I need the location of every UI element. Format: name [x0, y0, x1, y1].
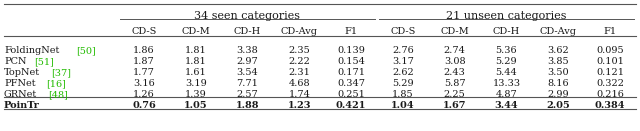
Text: 1.26: 1.26 [133, 90, 155, 99]
Text: 3.16: 3.16 [133, 79, 155, 88]
Text: 2.22: 2.22 [289, 57, 310, 66]
Text: CD-M: CD-M [440, 27, 469, 36]
Text: 0.384: 0.384 [595, 101, 625, 110]
Text: 5.87: 5.87 [444, 79, 465, 88]
Text: 1.81: 1.81 [185, 57, 207, 66]
Text: CD-H: CD-H [234, 27, 261, 36]
Text: 2.62: 2.62 [392, 68, 414, 77]
Text: 1.23: 1.23 [287, 101, 311, 110]
Text: 0.216: 0.216 [596, 90, 624, 99]
Text: [51]: [51] [34, 57, 54, 66]
Text: 5.29: 5.29 [392, 79, 413, 88]
Text: 0.421: 0.421 [336, 101, 366, 110]
Text: 2.05: 2.05 [547, 101, 570, 110]
Text: CD-S: CD-S [390, 27, 415, 36]
Text: 8.16: 8.16 [547, 79, 569, 88]
Text: 3.17: 3.17 [392, 57, 414, 66]
Text: 0.76: 0.76 [132, 101, 156, 110]
Text: 1.67: 1.67 [443, 101, 467, 110]
Text: 2.43: 2.43 [444, 68, 466, 77]
Text: 1.86: 1.86 [133, 46, 155, 55]
Text: CD-H: CD-H [493, 27, 520, 36]
Text: CD-S: CD-S [131, 27, 157, 36]
Text: 13.33: 13.33 [492, 79, 520, 88]
Text: 1.04: 1.04 [391, 101, 415, 110]
Text: TopNet: TopNet [4, 68, 40, 77]
Text: PFNet: PFNet [4, 79, 36, 88]
Text: 3.38: 3.38 [237, 46, 259, 55]
Text: [50]: [50] [76, 46, 96, 55]
Text: 5.29: 5.29 [496, 57, 517, 66]
Text: 7.71: 7.71 [237, 79, 259, 88]
Text: 2.76: 2.76 [392, 46, 414, 55]
Text: 34 seen categories: 34 seen categories [195, 11, 301, 21]
Text: 2.74: 2.74 [444, 46, 466, 55]
Text: 0.139: 0.139 [337, 46, 365, 55]
Text: PoinTr: PoinTr [4, 101, 40, 110]
Text: GRNet: GRNet [4, 90, 37, 99]
Text: F1: F1 [604, 27, 617, 36]
Text: 2.25: 2.25 [444, 90, 465, 99]
Text: 3.54: 3.54 [237, 68, 259, 77]
Text: 3.08: 3.08 [444, 57, 465, 66]
Text: 1.39: 1.39 [185, 90, 207, 99]
Text: 5.44: 5.44 [495, 68, 517, 77]
Text: PCN: PCN [4, 57, 26, 66]
Text: 0.251: 0.251 [337, 90, 365, 99]
Text: 3.85: 3.85 [547, 57, 569, 66]
Text: 2.99: 2.99 [547, 90, 569, 99]
Text: 1.88: 1.88 [236, 101, 259, 110]
Text: 1.81: 1.81 [185, 46, 207, 55]
Text: 3.62: 3.62 [547, 46, 569, 55]
Text: 1.77: 1.77 [133, 68, 155, 77]
Text: 1.61: 1.61 [185, 68, 207, 77]
Text: 1.05: 1.05 [184, 101, 207, 110]
Text: 0.154: 0.154 [337, 57, 365, 66]
Text: 4.87: 4.87 [495, 90, 517, 99]
Text: 21 unseen categories: 21 unseen categories [446, 11, 567, 21]
Text: [48]: [48] [48, 90, 68, 99]
Text: 3.50: 3.50 [547, 68, 569, 77]
Text: CD-Avg: CD-Avg [281, 27, 318, 36]
Text: CD-Avg: CD-Avg [540, 27, 577, 36]
Text: 3.19: 3.19 [185, 79, 207, 88]
Text: CD-M: CD-M [181, 27, 210, 36]
Text: 0.347: 0.347 [337, 79, 365, 88]
Text: 0.121: 0.121 [596, 68, 624, 77]
Text: 3.44: 3.44 [495, 101, 518, 110]
Text: [16]: [16] [46, 79, 66, 88]
Text: FoldingNet: FoldingNet [4, 46, 60, 55]
Text: [37]: [37] [52, 68, 72, 77]
Text: 4.68: 4.68 [289, 79, 310, 88]
Text: 5.36: 5.36 [496, 46, 517, 55]
Text: 2.31: 2.31 [289, 68, 310, 77]
Text: 2.97: 2.97 [237, 57, 259, 66]
Text: 1.87: 1.87 [133, 57, 155, 66]
Text: 0.095: 0.095 [596, 46, 624, 55]
Text: 0.171: 0.171 [337, 68, 365, 77]
Text: F1: F1 [344, 27, 358, 36]
Text: 2.57: 2.57 [237, 90, 259, 99]
Text: 0.101: 0.101 [596, 57, 624, 66]
Text: 1.74: 1.74 [289, 90, 310, 99]
Text: 0.322: 0.322 [596, 79, 624, 88]
Text: 2.35: 2.35 [289, 46, 310, 55]
Text: 1.85: 1.85 [392, 90, 413, 99]
